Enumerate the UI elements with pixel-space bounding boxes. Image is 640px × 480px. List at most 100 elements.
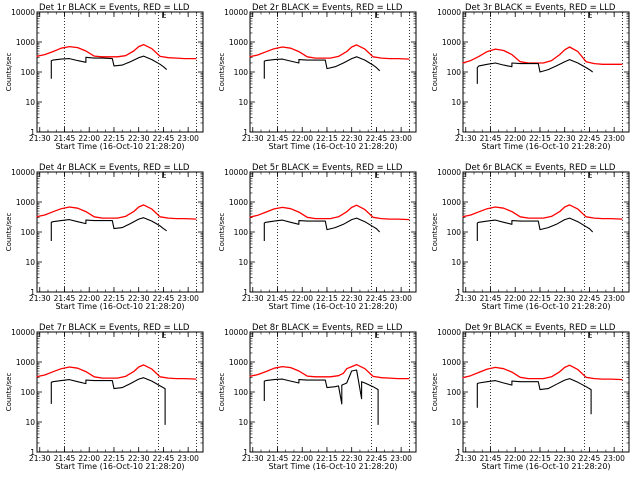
x-tick-label: 21:45 bbox=[267, 294, 289, 303]
y-tick-label: 1000 bbox=[229, 38, 248, 47]
chart-title: Det 6r BLACK = Events, RED = LLD bbox=[465, 163, 616, 173]
y-tick-label: 1 bbox=[456, 128, 461, 137]
chart-panel: Det 8r BLACK = Events, RED = LLD 1 10 100 10… bbox=[218, 323, 417, 471]
y-tick-label: 100 bbox=[234, 68, 249, 77]
y-tick-label: 1 bbox=[30, 128, 35, 137]
y-tick-label: 10000 bbox=[224, 328, 248, 337]
series-line-events bbox=[476, 59, 594, 84]
event-marker-label: E bbox=[161, 331, 166, 340]
plot-frame bbox=[462, 331, 630, 453]
x-tick-label: 23:00 bbox=[603, 134, 625, 143]
y-tick-label: 1 bbox=[30, 448, 35, 457]
x-tick-label: 21:30 bbox=[29, 454, 51, 463]
x-tick-label: 21:45 bbox=[54, 454, 76, 463]
x-tick-label: 23:00 bbox=[390, 454, 412, 463]
x-tick-label: 22:15 bbox=[529, 454, 551, 463]
x-tick-label: 21:30 bbox=[242, 134, 264, 143]
y-tick-label: 1000 bbox=[442, 198, 461, 207]
y-tick-label: 1 bbox=[30, 288, 35, 297]
series-line-lld bbox=[249, 44, 410, 60]
y-tick-label: 10 bbox=[238, 98, 248, 107]
event-marker-label: E bbox=[587, 171, 592, 180]
series-line-lld bbox=[249, 204, 410, 221]
y-axis-label: Counts/sec bbox=[5, 213, 13, 252]
chart-panel: Det 1r BLACK = Events, RED = LLD 1 10 100 10… bbox=[5, 3, 204, 151]
x-tick-label: 23:00 bbox=[177, 134, 199, 143]
plot-frame bbox=[462, 171, 630, 293]
x-tick-label: 22:30 bbox=[341, 134, 363, 143]
y-tick-label: 100 bbox=[21, 228, 36, 237]
series-line-lld bbox=[462, 46, 623, 65]
series-line-events bbox=[263, 369, 379, 425]
x-tick-label: 22:00 bbox=[504, 294, 526, 303]
y-tick-label: 10000 bbox=[11, 328, 35, 337]
y-tick-label: 1 bbox=[456, 288, 461, 297]
event-marker-label: E bbox=[161, 11, 166, 20]
x-tick-label: 22:30 bbox=[128, 454, 150, 463]
chart-panel: Det 6r BLACK = Events, RED = LLD 1 10 100 10… bbox=[431, 163, 630, 311]
x-tick-label: 22:45 bbox=[366, 134, 388, 143]
y-tick-label: 1 bbox=[243, 288, 248, 297]
x-tick-label: 23:00 bbox=[177, 294, 199, 303]
chart-title: Det 9r BLACK = Events, RED = LLD bbox=[465, 323, 616, 333]
series-line-events bbox=[263, 56, 381, 79]
chart-title: Det 3r BLACK = Events, RED = LLD bbox=[465, 3, 616, 13]
plot-frame bbox=[36, 171, 204, 293]
x-tick-label: 21:45 bbox=[480, 454, 502, 463]
y-axis-label: Counts/sec bbox=[431, 373, 439, 412]
x-tick-label: 21:30 bbox=[455, 454, 477, 463]
x-tick-label: 22:30 bbox=[128, 294, 150, 303]
chart-title: Det 1r BLACK = Events, RED = LLD bbox=[39, 3, 190, 13]
series-line-lld bbox=[36, 364, 197, 380]
y-axis-label: Counts/sec bbox=[218, 53, 226, 92]
x-tick-label: 22:00 bbox=[78, 454, 100, 463]
x-tick-label: 21:30 bbox=[455, 134, 477, 143]
x-axis-label: Start Time (16-Oct-10 21:28:20) bbox=[268, 302, 397, 311]
chart-panel: Det 4r BLACK = Events, RED = LLD 1 10 100 10… bbox=[5, 163, 204, 311]
chart-panel: Det 5r BLACK = Events, RED = LLD 1 10 100 10… bbox=[218, 163, 417, 311]
y-tick-label: 10 bbox=[238, 258, 248, 267]
x-tick-label: 22:45 bbox=[153, 134, 175, 143]
y-axis-label: Counts/sec bbox=[5, 53, 13, 92]
y-tick-label: 10000 bbox=[437, 168, 461, 177]
x-tick-label: 21:30 bbox=[242, 294, 264, 303]
x-tick-label: 22:15 bbox=[529, 294, 551, 303]
x-tick-label: 21:45 bbox=[480, 134, 502, 143]
x-tick-label: 22:15 bbox=[316, 454, 338, 463]
plot-frame bbox=[249, 11, 417, 133]
x-tick-label: 21:45 bbox=[480, 294, 502, 303]
y-axis-label: Counts/sec bbox=[5, 373, 13, 412]
x-axis-label: Start Time (16-Oct-10 21:28:20) bbox=[481, 302, 610, 311]
x-tick-label: 22:45 bbox=[153, 294, 175, 303]
x-axis-label: Start Time (16-Oct-10 21:28:20) bbox=[55, 302, 184, 311]
y-tick-label: 100 bbox=[447, 388, 462, 397]
y-tick-label: 10000 bbox=[11, 168, 35, 177]
event-marker-label: E bbox=[374, 11, 379, 20]
series-line-events bbox=[476, 217, 594, 241]
x-tick-label: 22:00 bbox=[291, 134, 313, 143]
x-axis-label: Start Time (16-Oct-10 21:28:20) bbox=[268, 142, 397, 151]
x-tick-label: 22:15 bbox=[103, 454, 125, 463]
x-tick-label: 22:45 bbox=[579, 294, 601, 303]
x-tick-label: 22:15 bbox=[103, 294, 125, 303]
x-tick-label: 22:45 bbox=[153, 454, 175, 463]
x-tick-label: 23:00 bbox=[390, 134, 412, 143]
y-tick-label: 100 bbox=[447, 68, 462, 77]
x-axis-label: Start Time (16-Oct-10 21:28:20) bbox=[268, 462, 397, 471]
event-marker-label: E bbox=[161, 171, 166, 180]
y-tick-label: 100 bbox=[234, 388, 249, 397]
y-tick-label: 10 bbox=[25, 418, 35, 427]
series-line-lld bbox=[462, 364, 623, 381]
chart-title: Det 2r BLACK = Events, RED = LLD bbox=[252, 3, 403, 13]
event-marker-label: E bbox=[587, 331, 592, 340]
x-tick-label: 22:30 bbox=[341, 454, 363, 463]
y-axis-label: Counts/sec bbox=[431, 53, 439, 92]
x-axis-label: Start Time (16-Oct-10 21:28:20) bbox=[55, 462, 184, 471]
y-tick-label: 10000 bbox=[437, 8, 461, 17]
x-tick-label: 22:15 bbox=[316, 134, 338, 143]
chart-panel: Det 7r BLACK = Events, RED = LLD 1 10 100 10… bbox=[5, 323, 204, 471]
y-tick-label: 1000 bbox=[16, 38, 35, 47]
x-tick-label: 22:30 bbox=[554, 134, 576, 143]
y-tick-label: 100 bbox=[447, 228, 462, 237]
x-tick-label: 22:30 bbox=[554, 454, 576, 463]
